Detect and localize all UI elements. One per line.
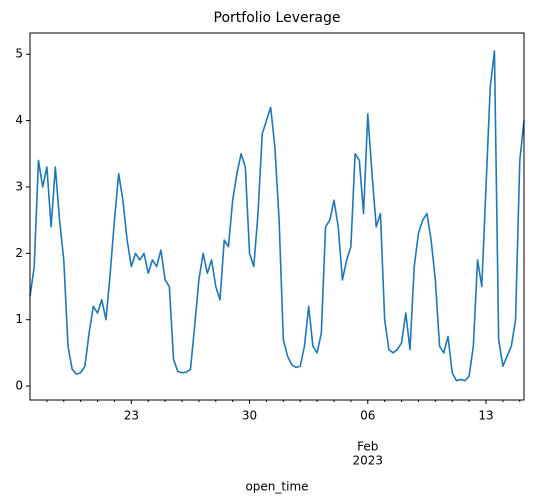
data-line (29, 50, 525, 382)
y-tick-label: 2 (15, 246, 23, 260)
plot-frame (29, 32, 525, 401)
y-tick-label: 1 (15, 312, 23, 326)
y-tick-label: 5 (15, 47, 23, 61)
x-tick-label: 06 (360, 409, 375, 423)
x-tick-label: 30 (242, 409, 257, 423)
x-tick-sublabel: 2023 (353, 454, 384, 468)
y-tick-label: 3 (15, 179, 23, 193)
x-axis-label: open_time (245, 480, 308, 494)
chart-title: Portfolio Leverage (214, 10, 341, 26)
y-tick-label: 4 (15, 113, 23, 127)
x-tick-label: 23 (124, 409, 139, 423)
x-tick-sublabel: Feb (357, 440, 378, 454)
y-tick-label: 0 (15, 379, 23, 393)
x-tick-label: 13 (478, 409, 493, 423)
